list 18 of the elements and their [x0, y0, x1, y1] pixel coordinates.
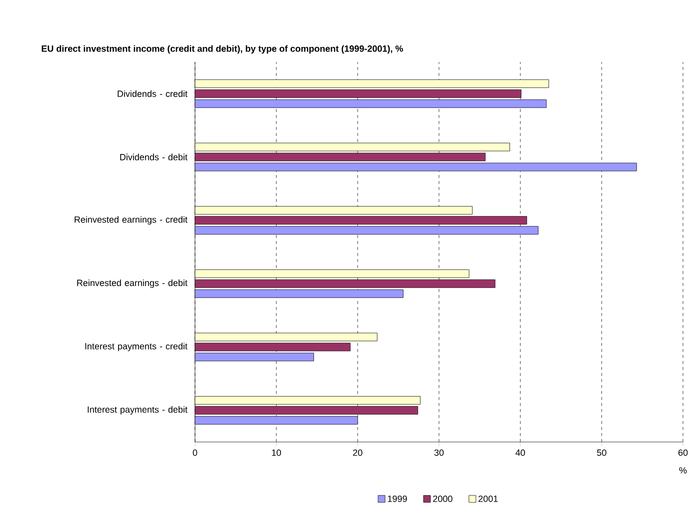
x-tick-label: 30 [434, 449, 444, 456]
x-tick-label: 40 [516, 449, 525, 456]
x-tick-label: 0 [192, 449, 198, 456]
legend-label: 2001 [478, 496, 498, 502]
y-tick-label: Interest payments - debit [88, 406, 188, 415]
y-tick-label: Dividends - credit [118, 90, 188, 97]
x-tick-label: 10 [272, 449, 281, 456]
y-tick-label: Reinvested earnings - debit [77, 279, 188, 288]
y-tick-label: Interest payments - credit [85, 342, 188, 352]
x-tick-label: 50 [597, 449, 606, 456]
x-tick-label: 60 [678, 449, 688, 456]
legend-label: 1999 [388, 496, 407, 502]
y-tick-label: Dividends - debit [120, 154, 188, 160]
legend-label: 2000 [433, 496, 452, 502]
x-tick-label: 20 [353, 449, 362, 456]
x-axis-title: % [679, 467, 687, 474]
chart-title: EU direct investment income (credit and debit), by type of component (1999-2001), % [42, 45, 404, 54]
y-tick-label: Reinvested earnings - credit [74, 216, 188, 225]
